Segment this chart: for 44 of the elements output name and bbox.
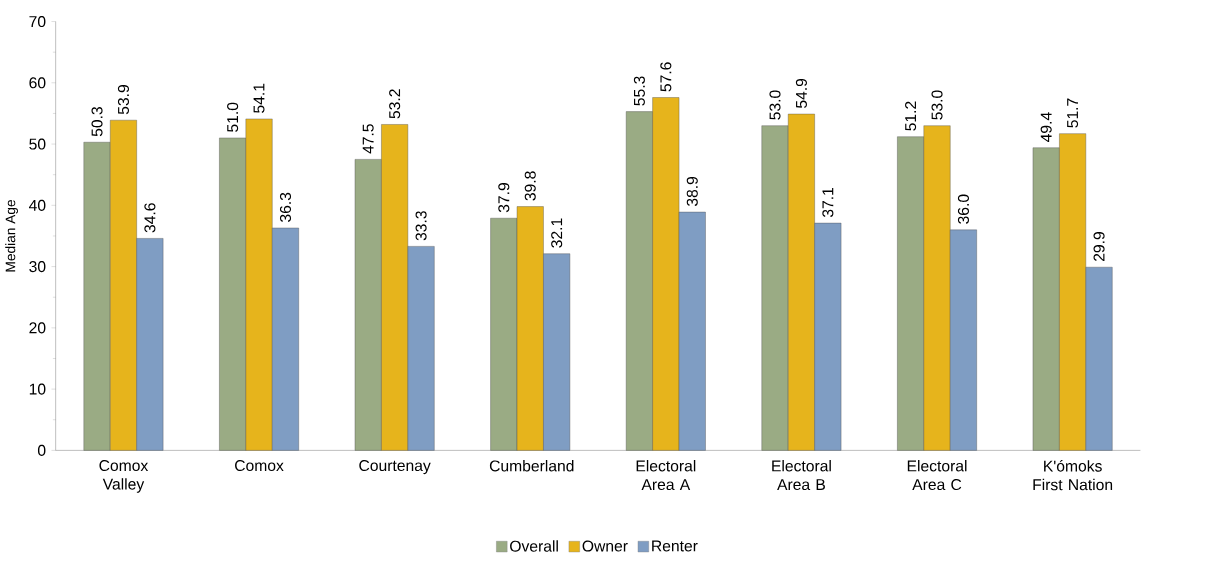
legend-label: Owner (582, 540, 628, 552)
data-label: 54.9 (795, 78, 807, 108)
y-tick-label: 30 (29, 261, 46, 273)
y-tick-label: 40 (28, 199, 46, 211)
data-label: 39.8 (524, 171, 536, 201)
data-label: 51.0 (227, 102, 239, 132)
data-label: 32.1 (551, 218, 563, 248)
data-label: 53.2 (389, 89, 401, 119)
x-tick-label: Electoral Area B (772, 459, 831, 491)
data-label: 36.3 (279, 192, 292, 222)
x-tick-label: Electoral Area A (636, 459, 696, 491)
data-label: 53.9 (117, 85, 129, 115)
data-label: 47.5 (362, 124, 374, 154)
y-tick-label: 0 (37, 444, 46, 456)
y-tick-label: 10 (29, 383, 46, 395)
data-label: 37.9 (498, 183, 510, 213)
x-tick-label: Electoral Area C (907, 459, 967, 491)
y-tick-label: 70 (29, 16, 46, 28)
data-label: 49.4 (1040, 112, 1052, 142)
y-tick-label: 60 (29, 77, 46, 89)
data-label: 55.3 (633, 76, 645, 106)
y-tick-label: 20 (29, 322, 46, 334)
data-label: 36.0 (957, 194, 969, 224)
data-label: 53.0 (769, 90, 781, 120)
data-label: 33.3 (415, 211, 427, 241)
legend-label: Overall (510, 540, 558, 552)
data-label: 51.2 (905, 101, 917, 131)
data-label: 57.6 (660, 62, 672, 92)
y-axis-title: Median Age (5, 200, 18, 272)
x-tick-label: Comox (235, 459, 284, 472)
data-label: 38.9 (686, 176, 698, 207)
x-tick-label: K'ómoks First Nation (1033, 459, 1113, 491)
legend-label: Renter (652, 540, 698, 552)
data-label: 54.1 (253, 83, 265, 113)
data-label: 29.9 (1093, 232, 1105, 262)
y-tick-label: 50 (29, 138, 46, 150)
data-label: 51.7 (1067, 98, 1079, 128)
data-label: 37.1 (822, 187, 834, 218)
data-label: 34.6 (144, 203, 156, 233)
x-tick-label: Comox Valley (99, 459, 149, 493)
data-label: 50.3 (91, 107, 103, 137)
data-label: 53.0 (931, 90, 943, 120)
x-tick-label: Courtenay (359, 459, 431, 475)
x-tick-label: Cumberland (489, 459, 574, 472)
